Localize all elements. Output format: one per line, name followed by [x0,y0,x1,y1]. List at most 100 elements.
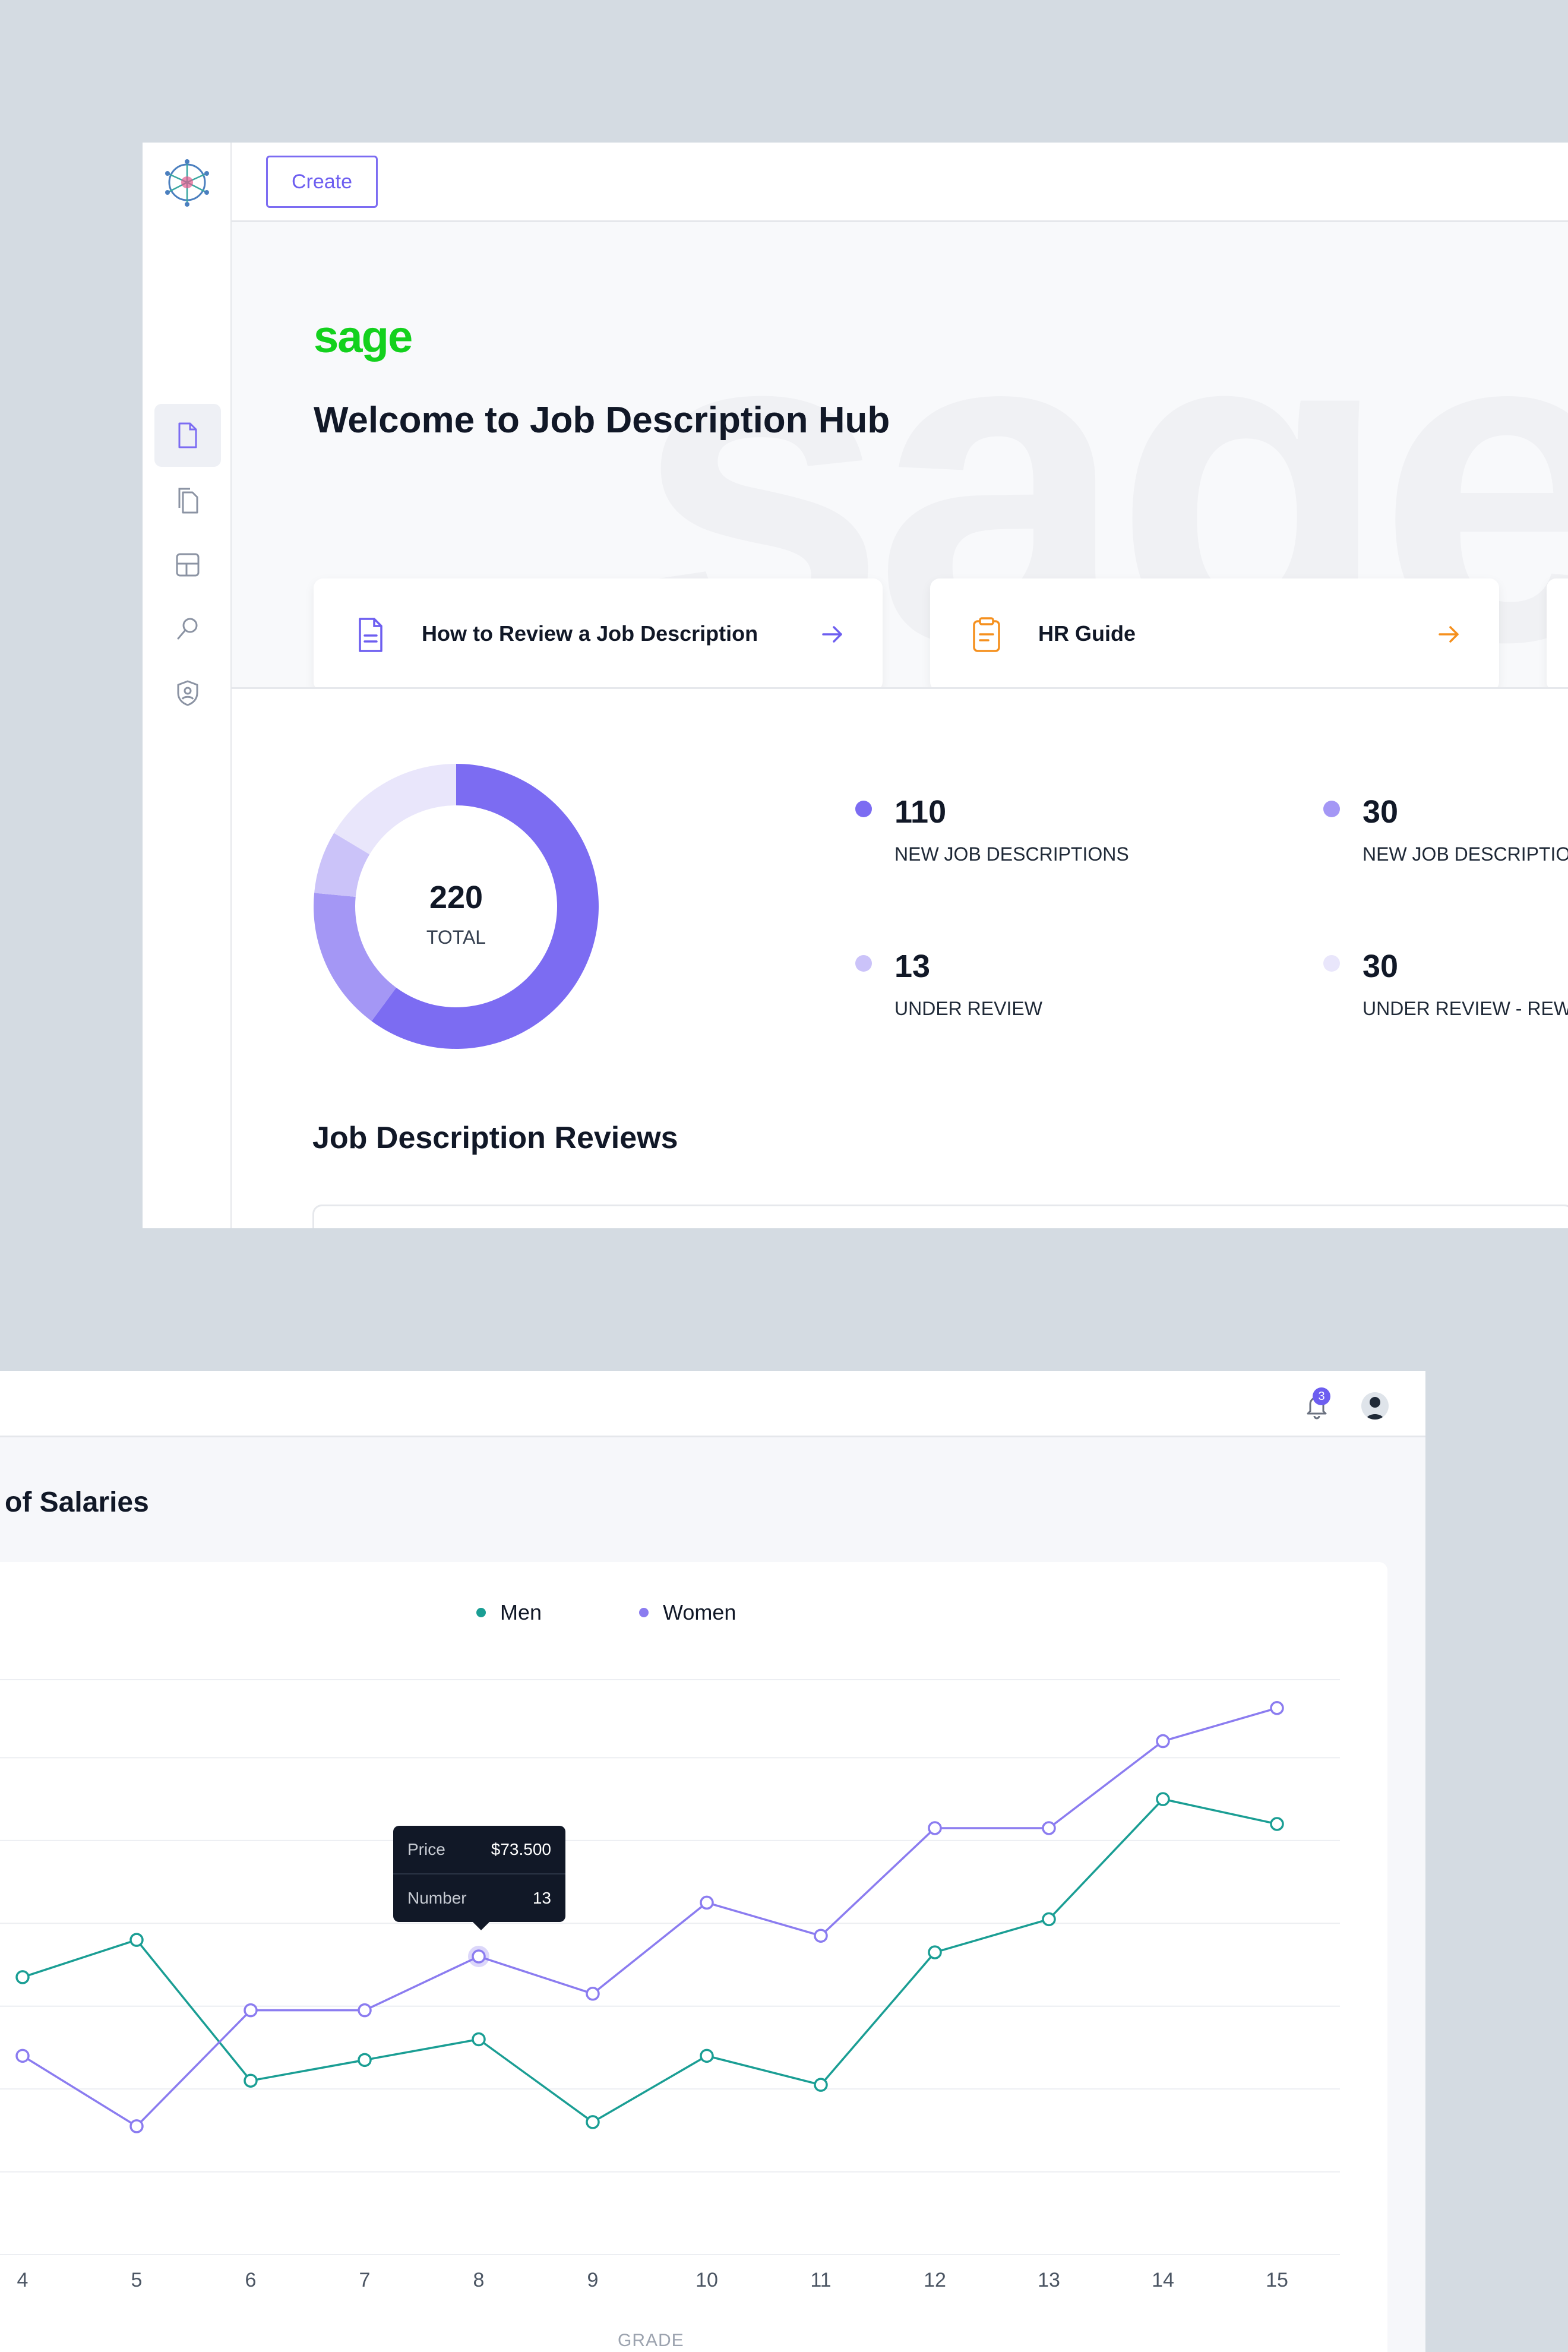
data-point-women[interactable] [814,1929,828,1943]
data-point-men[interactable] [700,2048,714,2063]
stat-label: NEW JOB DESCRIPTIONS FRAMEWORK [1362,843,1568,865]
data-point-women[interactable] [472,1949,486,1964]
salary-chart-window: 3 of Salaries Men Women 4 5 6 7 8 9 10 11 12 13 14… [0,1371,1425,2352]
reviews-table [312,1205,1568,1228]
document-icon [359,618,382,652]
app-logo-icon [165,159,209,207]
data-point-men[interactable] [814,2078,828,2092]
data-point-women[interactable] [15,2048,30,2063]
legend-label: Men [500,1600,542,1624]
sage-logo: sage [314,312,413,362]
status-donut-chart [314,764,599,1049]
stat-label: NEW JOB DESCRIPTIONS [894,843,1129,865]
review-guide-label: How to Review a Job Description [422,621,758,646]
sidebar-item-documents[interactable] [154,404,221,467]
data-point-men[interactable] [129,1933,144,1947]
donut-total-label: TOTAL [426,927,486,948]
sidebar-item-profile[interactable] [154,662,221,725]
donut-segment-2[interactable] [314,833,370,897]
data-point-women[interactable] [700,1895,714,1910]
tooltip-caret [472,1921,491,1930]
series-line-women [22,1707,1278,2127]
data-point-women[interactable] [244,2003,258,2018]
create-button[interactable]: Create [266,156,378,208]
data-point-women[interactable] [928,1821,942,1835]
hr-guide-card[interactable]: HR Guide [930,578,1499,687]
clipboard-icon [973,617,1000,652]
data-point-men[interactable] [928,1945,942,1959]
data-point-men[interactable] [472,2032,486,2047]
tooltip-number-value: 13 [532,1889,551,1907]
user-avatar-icon [1366,1397,1384,1420]
data-point-men[interactable] [15,1970,30,1984]
data-point-women[interactable] [1042,1821,1056,1835]
tooltip-divider [393,1873,565,1874]
data-point-men[interactable] [586,2115,600,2129]
chart-tooltip: Price $73.500 Number 13 [393,1826,565,1930]
legend-dot [1323,955,1340,972]
tooltip-number-label: Number [407,1889,467,1907]
data-point-women[interactable] [1270,1701,1284,1715]
x-tick-label: 15 [1266,2269,1288,2291]
sidebar-item-copies[interactable] [154,469,221,532]
x-axis-title: GRADE [618,2331,684,2350]
summary-section: 220 TOTAL 110 NEW JOB DESCRIPTIONS 30 NE… [232,689,1568,1228]
sidebar [143,143,232,1228]
donut-segment-0[interactable] [371,764,599,1049]
hr-guide-label: HR Guide [1038,621,1136,646]
hero-section: sage sage Welcome to Job Description Hub… [232,222,1568,689]
legend-label: Women [663,1600,736,1624]
data-point-men[interactable] [358,2053,372,2068]
legend-dot [639,1608,649,1617]
x-tick-label: 8 [473,2269,485,2291]
data-point-men[interactable] [1270,1817,1284,1831]
avatar[interactable] [1361,1392,1389,1420]
data-point-women[interactable] [129,2119,144,2133]
review-guide-card[interactable]: How to Review a Job Description [314,578,883,687]
x-tick-label: 11 [810,2269,831,2291]
arrow-right-icon [822,626,842,643]
top-toolbar: 3 [0,1371,1425,1437]
sidebar-item-search[interactable] [154,598,221,660]
donut-segment-1[interactable] [314,893,397,1022]
partial-guide-card[interactable] [1547,578,1568,687]
arrow-right-icon [1439,626,1459,643]
legend-dot [855,955,872,972]
legend-women[interactable]: Women [639,1600,736,1625]
stat-label: UNDER REVIEW [894,998,1042,1019]
data-point-men[interactable] [1042,1912,1056,1927]
series-line-men [22,1798,1278,2123]
stat-value: 30 [1362,794,1399,830]
stat-value: 13 [894,949,931,984]
job-hub-window: Create sage sage Welcome to Job Descript… [143,143,1568,1228]
data-point-men[interactable] [244,2073,258,2088]
sidebar-item-layout[interactable] [154,533,221,596]
reviews-section-title: Job Description Reviews [312,1121,678,1155]
data-point-women[interactable] [1156,1734,1170,1749]
notification-badge: 3 [1313,1387,1330,1405]
page-title: Welcome to Job Description Hub [314,400,890,441]
x-tick-label: 4 [17,2269,29,2291]
donut-total-value: 220 [429,880,483,915]
data-point-women[interactable] [358,2003,372,2018]
chart-title: of Salaries [5,1487,149,1518]
x-tick-label: 10 [696,2269,718,2291]
tooltip-number-row: Number 13 [407,1874,551,1922]
tooltip-price-value: $73.500 [491,1840,551,1858]
x-tick-label: 9 [587,2269,599,2291]
document-icon [178,422,197,448]
data-point-women[interactable] [586,1987,600,2001]
x-tick-label: 13 [1038,2269,1060,2291]
stat-label: UNDER REVIEW - REWARD [1362,998,1568,1019]
x-tick-label: 12 [924,2269,946,2291]
donut-segment-3[interactable] [334,764,456,855]
x-tick-label: 14 [1152,2269,1174,2291]
salary-line-chart: 4 5 6 7 8 9 10 11 12 13 14 15 [0,1679,1340,2291]
x-tick-label: 7 [359,2269,371,2291]
legend-men[interactable]: Men [476,1600,542,1625]
x-tick-label: 6 [245,2269,257,2291]
x-tick-label: 5 [131,2269,143,2291]
copy-icon [178,488,198,514]
legend-dot [476,1608,486,1617]
data-point-men[interactable] [1156,1792,1170,1806]
